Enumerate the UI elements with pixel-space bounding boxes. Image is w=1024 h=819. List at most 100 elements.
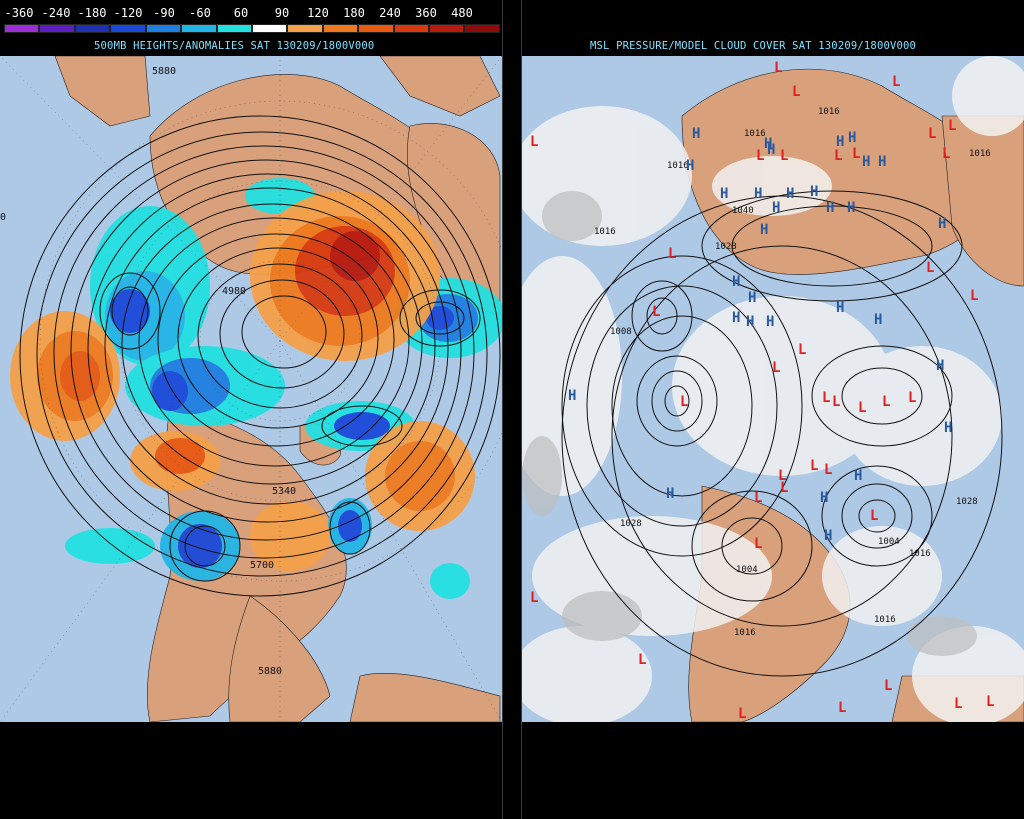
contour-label: 5340 xyxy=(272,486,296,497)
high-pressure-symbol: H xyxy=(748,290,756,306)
pressure-labels: 1016 1016 1016 1016 1040 1028 1008 1016 … xyxy=(594,107,991,638)
high-pressure-symbol: H xyxy=(836,134,844,150)
high-pressure-symbol: H xyxy=(686,158,694,174)
high-pressure-symbol: H xyxy=(732,310,740,326)
high-pressure-symbol: H xyxy=(766,314,774,330)
high-pressure-symbol: H xyxy=(732,274,740,290)
low-pressure-symbol: L xyxy=(884,678,892,694)
high-pressure-symbol: H xyxy=(847,200,855,216)
high-pressure-symbol: H xyxy=(568,388,576,404)
legend-swatch xyxy=(251,24,288,33)
high-pressure-symbol: H xyxy=(824,528,832,544)
low-pressure-symbol: L xyxy=(970,288,978,304)
legend-label: 360 xyxy=(415,6,437,20)
contour-label: 5880 xyxy=(258,666,282,677)
high-pressure-symbol: H xyxy=(666,486,674,502)
pressure-label: 1004 xyxy=(878,537,900,547)
low-pressure-symbol: L xyxy=(780,148,788,164)
high-pressure-symbol: H xyxy=(764,136,772,152)
low-pressure-symbol: L xyxy=(892,74,900,90)
legend-swatch xyxy=(74,24,111,33)
high-pressure-symbol: H xyxy=(767,142,775,158)
high-pressure-symbol: H xyxy=(854,468,862,484)
low-pressure-symbol: L xyxy=(530,134,538,150)
pressure-label: 1016 xyxy=(909,549,931,559)
high-pressure-symbol: H xyxy=(692,126,700,142)
pressure-label: 1016 xyxy=(734,628,756,638)
low-pressure-symbol: L xyxy=(738,706,746,722)
pressure-label: 1016 xyxy=(744,129,766,139)
cloud-cover xyxy=(522,56,1024,722)
pressure-label: 1008 xyxy=(610,327,632,337)
low-pressure-symbol: L xyxy=(832,394,840,410)
pressure-label: 1028 xyxy=(620,519,642,529)
legend-swatch xyxy=(287,24,323,33)
high-pressure-symbol: H xyxy=(836,300,844,316)
high-pressure-symbol: H xyxy=(772,200,780,216)
legend-label: -120 xyxy=(113,6,143,20)
legend-label: 180 xyxy=(343,6,365,20)
low-pressure-symbol: L xyxy=(652,304,660,320)
high-pressure-symbol: H xyxy=(754,186,762,202)
legend-label: 120 xyxy=(307,6,329,20)
low-pressure-symbol: L xyxy=(772,360,780,376)
high-pressure-symbol: H xyxy=(862,154,870,170)
legend-label: -240 xyxy=(41,6,71,20)
legend-label: -360 xyxy=(4,6,34,20)
low-pressure-symbol: L xyxy=(834,148,842,164)
high-pressure-symbol: H xyxy=(746,314,754,330)
legend-swatch xyxy=(429,24,465,33)
low-pressure-symbol: L xyxy=(942,146,950,162)
low-pressure-symbol: L xyxy=(908,390,916,406)
500mb-anomaly-map: 5880 4980 5340 5700 5880 0 xyxy=(0,56,502,722)
legend-swatch xyxy=(322,24,359,33)
legend-label: 480 xyxy=(451,6,473,20)
low-pressure-symbol: L xyxy=(780,480,788,496)
height-contours xyxy=(19,115,501,597)
high-pressure-symbol: H xyxy=(786,186,794,202)
low-pressure-symbol: L xyxy=(756,148,764,164)
low-pressure-symbol: L xyxy=(948,118,956,134)
pressure-label: 1016 xyxy=(667,161,689,171)
pressure-label: 1040 xyxy=(732,206,754,216)
legend-swatch xyxy=(358,24,394,33)
high-pressure-symbol: H xyxy=(820,490,828,506)
low-pressure-symbol: L xyxy=(754,536,762,552)
low-pressure-symbol: L xyxy=(792,84,800,100)
high-pressure-symbol: H xyxy=(848,130,856,146)
low-pressure-symbol: L xyxy=(778,468,786,484)
high-pressure-symbol: H xyxy=(936,358,944,374)
high-pressure-symbol: H xyxy=(720,186,728,202)
low-pressure-symbol: L xyxy=(838,700,846,716)
legend-swatch xyxy=(181,24,217,33)
panel-divider xyxy=(502,0,522,819)
legend-label: -90 xyxy=(153,6,175,20)
contour-label: 5700 xyxy=(250,560,274,571)
side-label: 0 xyxy=(0,212,6,223)
legend-swatch xyxy=(145,24,182,33)
low-pressure-symbol: L xyxy=(668,246,676,262)
cloud-cover-gray xyxy=(522,191,977,656)
high-pressure-symbol: H xyxy=(810,184,818,200)
low-pressure-symbol: L xyxy=(858,400,866,416)
low-pressure-symbol: L xyxy=(870,508,878,524)
pressure-label: 1016 xyxy=(594,227,616,237)
low-pressure-symbol: L xyxy=(986,694,994,710)
low-pressure-symbol: L xyxy=(852,146,860,162)
legend-swatch xyxy=(464,24,500,33)
low-pressure-symbol: L xyxy=(954,696,962,712)
legend-swatch xyxy=(4,24,40,33)
low-pressure-symbol: L xyxy=(822,390,830,406)
low-pressure-symbol: L xyxy=(680,394,688,410)
high-pressure-symbol: H xyxy=(874,312,882,328)
pressure-label: 1016 xyxy=(818,107,840,117)
high-pressure-symbol: H xyxy=(938,216,946,232)
low-pressure-symbol: L xyxy=(824,462,832,478)
low-pressure-symbol: L xyxy=(754,490,762,506)
low-pressure-symbol: L xyxy=(638,652,646,668)
legend-label: -60 xyxy=(189,6,211,20)
high-pressure-symbol: H xyxy=(878,154,886,170)
legend-swatch xyxy=(39,24,75,33)
legend-swatch xyxy=(216,24,252,33)
